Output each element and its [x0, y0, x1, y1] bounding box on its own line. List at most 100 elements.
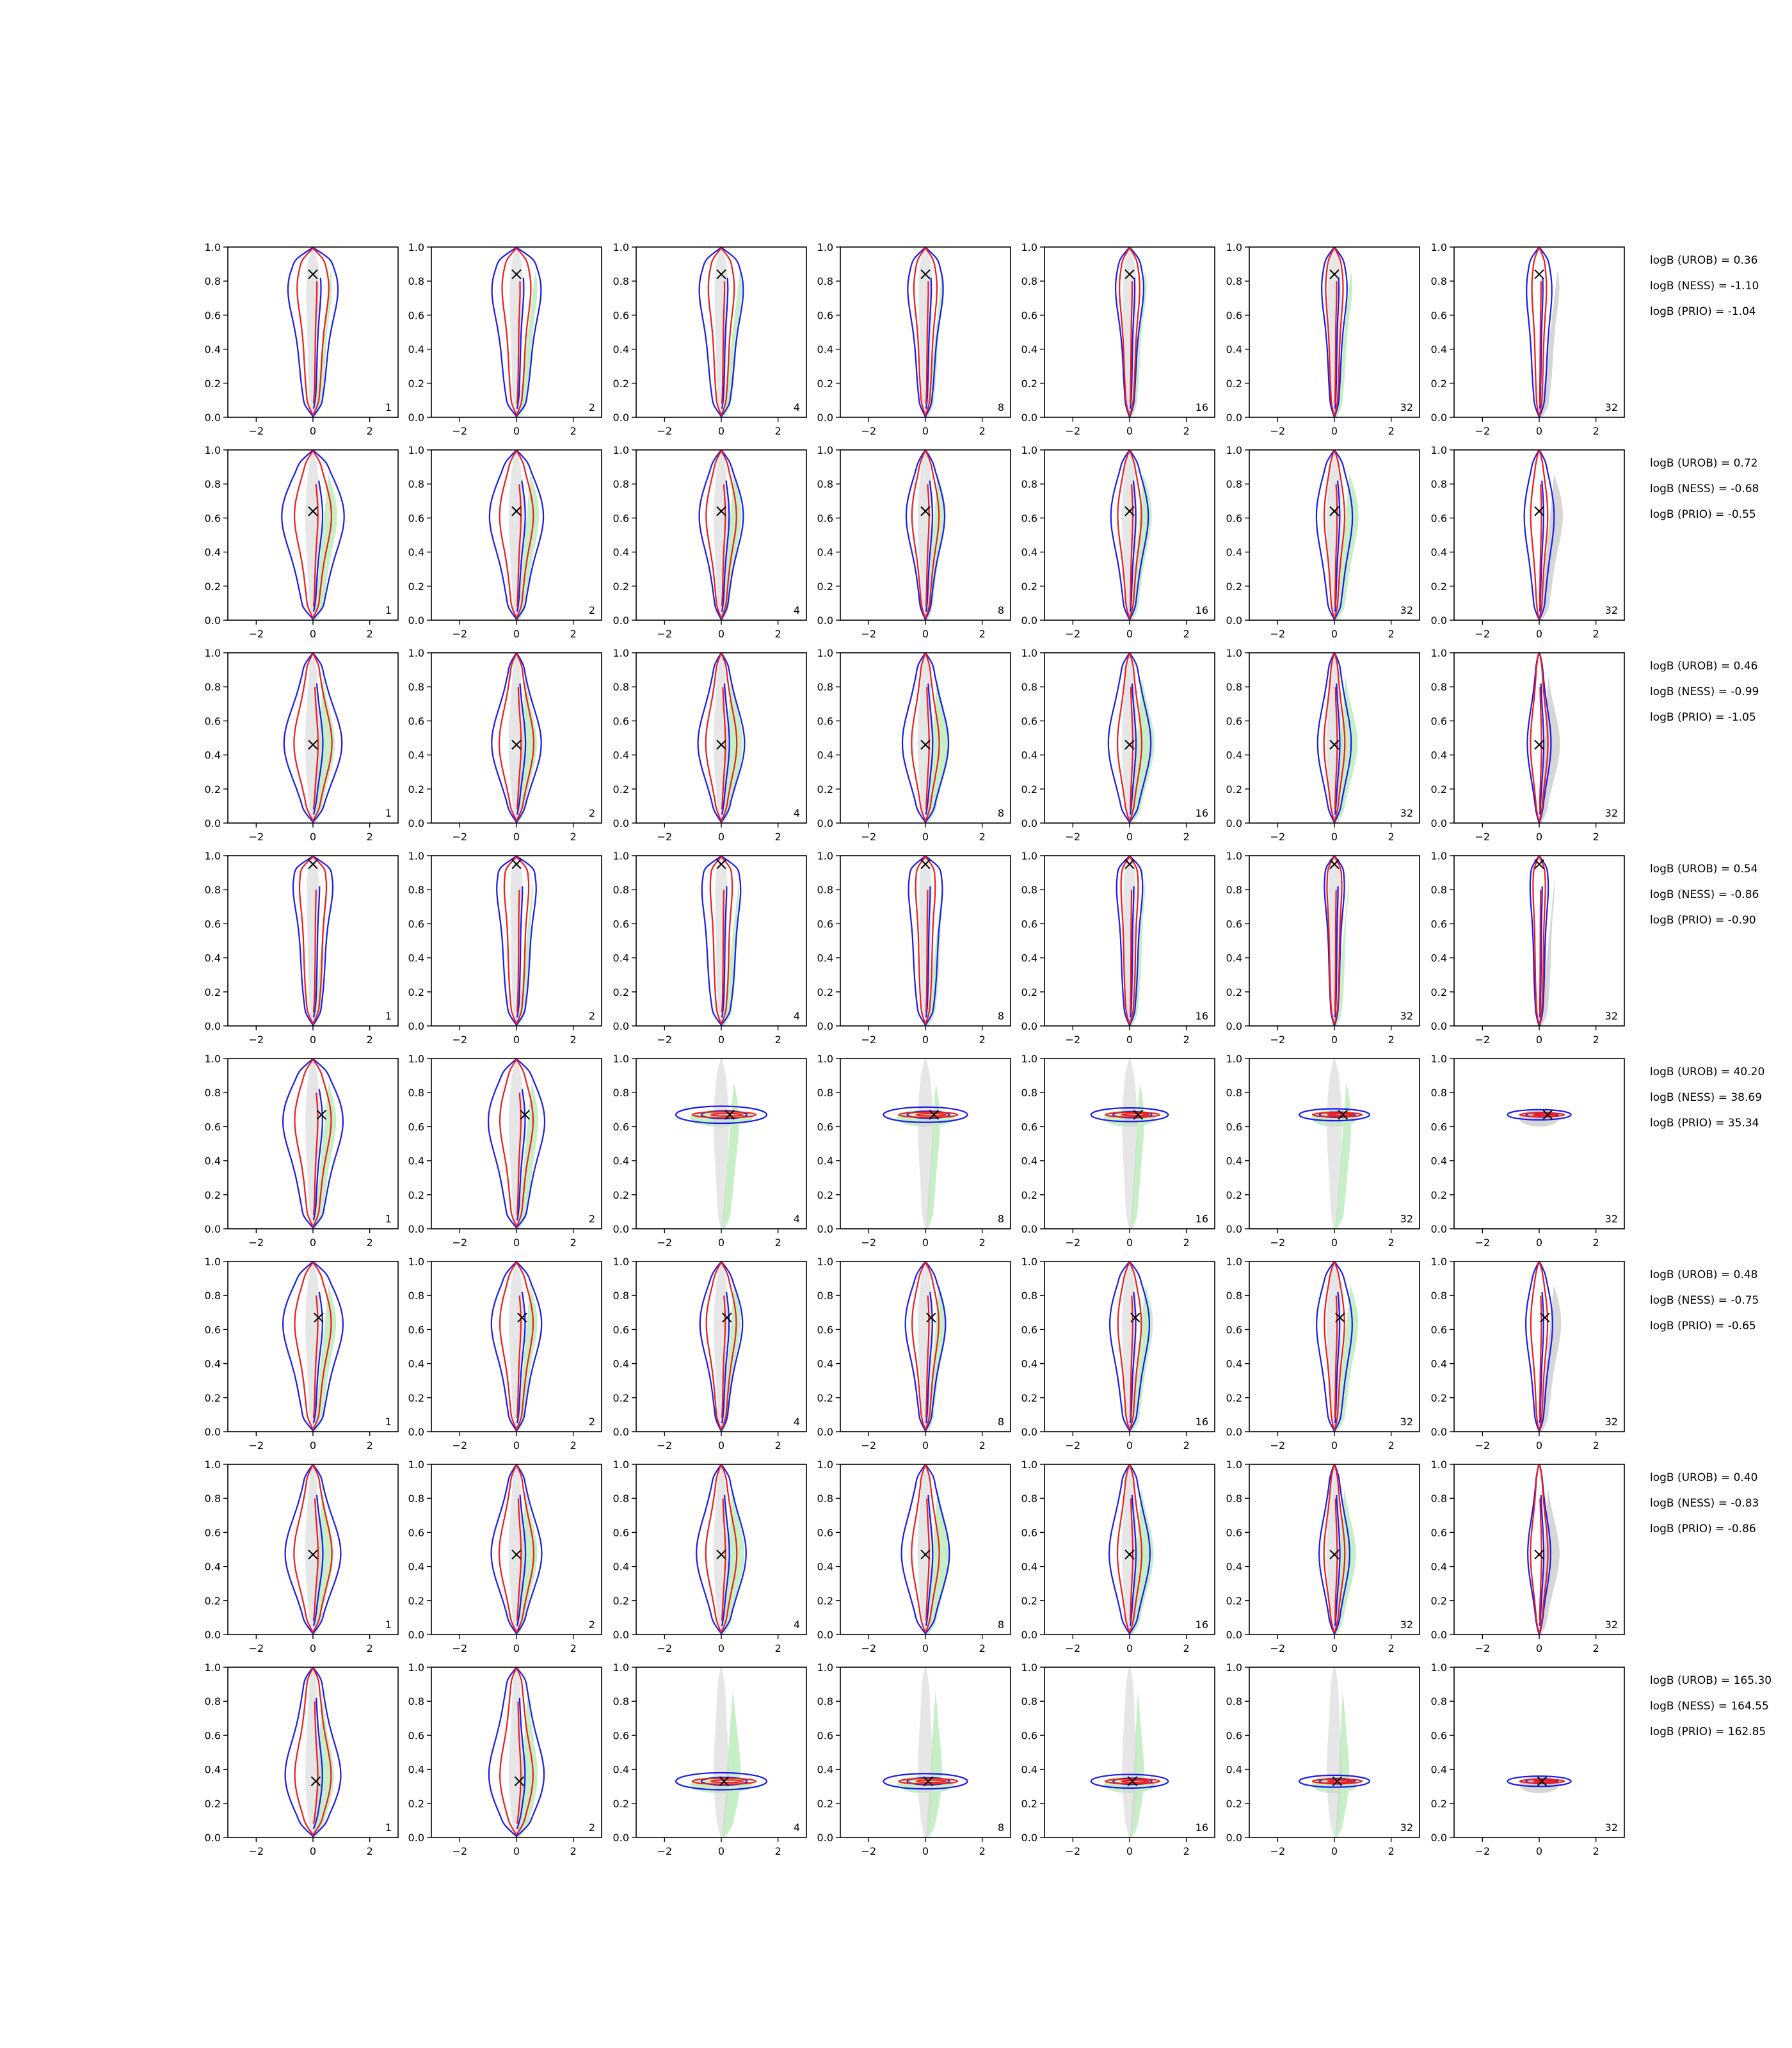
true-value-marker: [1124, 1549, 1135, 1560]
y-tick-label: 0.8: [1226, 1695, 1242, 1708]
logb-text: logB (NESS) = -0.86: [1650, 888, 1759, 901]
y-tick-label: 0.0: [205, 1832, 221, 1844]
panel-sample-label: 8: [998, 1416, 1004, 1428]
red-contour-inner: [1533, 1113, 1557, 1117]
red-contour-outer: [1323, 653, 1346, 822]
x-tick-label: 2: [570, 628, 577, 640]
x-tick-label: 0: [1536, 1845, 1542, 1857]
y-tick-label: 1.0: [1021, 850, 1037, 862]
blue-contour-inner: [312, 1494, 324, 1627]
blue-contour-inner: [1539, 480, 1545, 612]
x-tick-label: 0: [718, 1845, 724, 1857]
y-tick-label: 0.4: [1021, 952, 1037, 964]
y-tick-label: 0.6: [1021, 715, 1037, 727]
contour-layer: [287, 247, 339, 417]
x-tick-label: 2: [367, 1034, 373, 1046]
x-tick-label: 2: [775, 1034, 781, 1046]
x-tick-label: 2: [570, 1642, 577, 1654]
x-tick-label: −2: [1475, 1236, 1491, 1249]
x-tick-label: −2: [1270, 425, 1286, 437]
y-tick-label: 0.0: [613, 1426, 629, 1438]
x-tick-label: 2: [1388, 1845, 1395, 1857]
x-tick-label: −2: [1475, 1439, 1491, 1452]
logb-text: logB (UROB) = 0.46: [1650, 660, 1757, 673]
density-gray: [1326, 1464, 1343, 1635]
true-value-marker: [920, 269, 931, 280]
blue-contour-inner: [516, 1697, 526, 1830]
y-tick-label: 0.4: [1226, 952, 1242, 964]
density-gray: [714, 1667, 729, 1837]
y-tick-label: 0.8: [1021, 884, 1037, 896]
x-tick-label: −2: [249, 831, 264, 843]
subplot-r6-c6: −2 0 2 0.0 0.2 0.4 0.6 0.8 1.0 32: [1226, 1256, 1420, 1452]
y-tick-label: 0.0: [1021, 412, 1037, 424]
red-contour-outer: [293, 450, 333, 619]
x-tick-label: 2: [1593, 1642, 1599, 1654]
x-tick-label: 0: [1536, 1642, 1542, 1654]
subplot-r7-c6: −2 0 2 0.0 0.2 0.4 0.6 0.8 1.0 32: [1226, 1459, 1420, 1654]
subplot-r2-c6: −2 0 2 0.0 0.2 0.4 0.6 0.8 1.0 32: [1226, 444, 1420, 640]
y-tick-label: 0.4: [1021, 344, 1037, 356]
density-gray: [1123, 247, 1137, 417]
x-tick-label: −2: [657, 628, 673, 640]
y-tick-label: 0.2: [408, 986, 424, 998]
red-contour-inner: [721, 281, 726, 404]
logb-text: logB (NESS) = -0.68: [1650, 483, 1759, 495]
x-tick-label: 2: [367, 1642, 373, 1654]
y-tick-label: 0.2: [1226, 986, 1242, 998]
x-tick-label: 2: [775, 1439, 781, 1452]
y-tick-label: 0.0: [205, 1629, 221, 1641]
red-contour-outer: [1120, 856, 1139, 1025]
x-tick-label: −2: [452, 1034, 468, 1046]
panel-sample-label: 16: [1196, 401, 1208, 413]
x-tick-label: 0: [922, 1439, 929, 1452]
true-value-marker: [1329, 269, 1340, 280]
red-contour-outer: [1530, 1464, 1549, 1633]
y-tick-label: 1.0: [1431, 647, 1447, 659]
y-tick-label: 0.2: [1021, 378, 1037, 390]
logb-text: logB (NESS) = -0.83: [1650, 1497, 1759, 1510]
x-tick-label: −2: [657, 1034, 673, 1046]
y-tick-label: 0.8: [817, 1087, 833, 1099]
x-tick-label: 0: [310, 1845, 316, 1857]
density-gray: [918, 1261, 933, 1432]
y-tick-label: 1.0: [1431, 1256, 1447, 1268]
red-contour-inner: [516, 1701, 522, 1824]
panel-sample-label: 32: [1400, 604, 1413, 616]
density-fill: [517, 271, 538, 417]
x-tick-label: 2: [1388, 1439, 1395, 1452]
y-tick-label: 0.2: [1021, 1595, 1037, 1607]
subplot-r8-c4: −2 0 2 0.0 0.2 0.4 0.6 0.8 1.0 8: [817, 1661, 1011, 1857]
blue-contour-inner: [516, 1089, 526, 1220]
logb-annotations-row-3: logB (UROB) = 0.46 logB (NESS) = -0.99 log…: [1650, 660, 1759, 724]
x-tick-label: 2: [367, 831, 373, 843]
true-value-marker: [716, 506, 726, 516]
subplot-r1-c3: −2 0 2 0.0 0.2 0.4 0.6 0.8 1.0 4: [613, 241, 807, 437]
density-gray: [1327, 1667, 1342, 1837]
x-tick-label: 0: [922, 628, 929, 640]
y-tick-label: 1.0: [1431, 1053, 1447, 1065]
panel-sample-label: 4: [794, 1213, 800, 1225]
x-tick-label: 0: [718, 628, 724, 640]
x-tick-label: 0: [1331, 1439, 1338, 1452]
red-contour-outer: [1105, 1778, 1160, 1785]
y-tick-label: 0.6: [613, 1324, 629, 1336]
y-tick-label: 0.8: [1431, 1290, 1447, 1302]
x-tick-label: −2: [1066, 628, 1081, 640]
x-tick-label: 0: [1126, 1642, 1133, 1654]
y-tick-label: 0.8: [1226, 478, 1242, 490]
y-tick-label: 1.0: [613, 1661, 629, 1674]
y-tick-label: 0.8: [613, 1695, 629, 1708]
subplot-r5-c2: −2 0 2 0.0 0.2 0.4 0.6 0.8 1.0 2: [408, 1053, 602, 1249]
y-tick-label: 0.2: [1021, 986, 1037, 998]
blue-contour-inner: [312, 886, 321, 1018]
blue-contour-outer: [883, 1106, 968, 1123]
density-gray: [1122, 1261, 1137, 1432]
blue-contour-inner: [1129, 886, 1135, 1018]
x-tick-label: 0: [1331, 628, 1338, 640]
contour-layer: [1526, 653, 1560, 823]
x-tick-label: 2: [1593, 1845, 1599, 1857]
y-tick-label: 0.0: [1226, 1020, 1242, 1032]
blue-contour-inner: [312, 1697, 323, 1830]
red-contour-inner: [312, 1498, 319, 1621]
